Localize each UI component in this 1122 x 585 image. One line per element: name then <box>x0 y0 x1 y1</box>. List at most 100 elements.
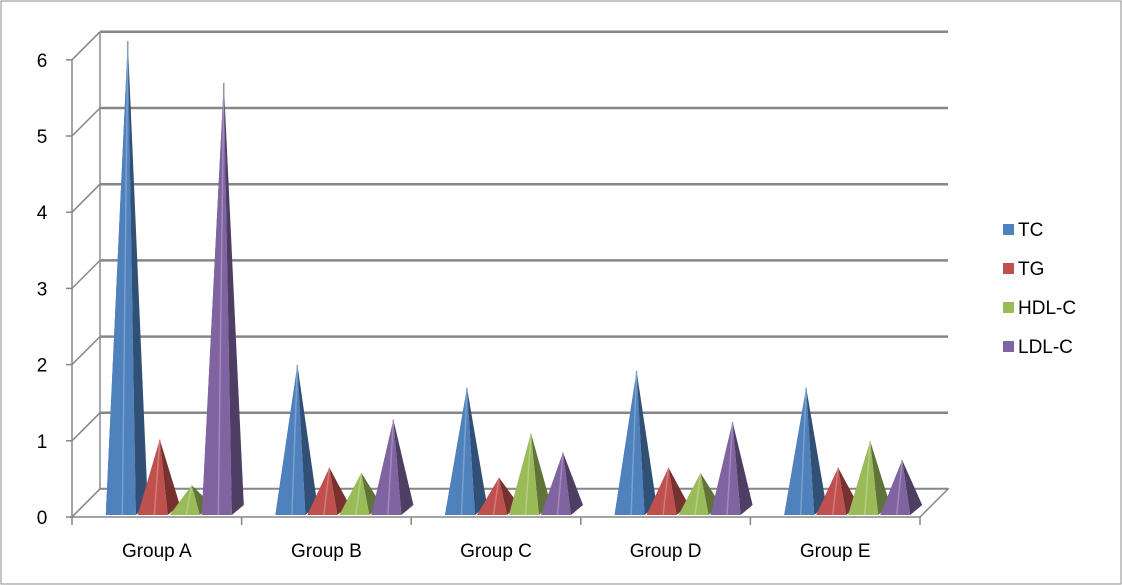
legend-label: TG <box>1018 259 1044 280</box>
gridline-side <box>71 107 101 137</box>
pyramid-right-face <box>806 387 827 515</box>
pyramid-front-face <box>816 467 847 515</box>
pyramid-ridge <box>556 452 564 516</box>
y-axis: 0 1 2 3 4 5 6 <box>37 51 73 529</box>
pyramid-right-face <box>732 421 753 515</box>
pyramid-ridge <box>121 40 129 516</box>
pyramid-front-face <box>169 485 200 515</box>
pyramid-bar <box>105 40 148 516</box>
legend-swatch <box>1003 224 1014 235</box>
pyramid-bar <box>784 387 827 516</box>
pyramid-ridge <box>630 370 638 516</box>
pyramid-bar <box>445 387 487 516</box>
pyramid-bar <box>307 467 350 516</box>
pyramid-front-face <box>137 439 168 515</box>
y-tick-label: 0 <box>37 508 48 529</box>
pyramid-bars <box>105 40 923 516</box>
pyramid-front-face <box>784 387 815 515</box>
pyramid-front-face <box>477 477 507 515</box>
pyramid-right-face <box>563 452 583 515</box>
pyramid-right-face <box>467 387 487 515</box>
y-tick-label: 5 <box>37 127 48 148</box>
pyramid-front-face <box>646 467 677 515</box>
legend-swatch <box>1003 263 1014 274</box>
y-tick-label: 4 <box>37 203 48 224</box>
pyramid-ridge <box>694 472 702 516</box>
x-tick-label: Group A <box>122 541 192 562</box>
pyramid-bar <box>646 467 689 516</box>
pyramid-right-face <box>329 467 350 515</box>
pyramid-front-face <box>201 82 232 516</box>
pyramid-front-face <box>307 467 338 515</box>
gridline-side <box>71 259 101 289</box>
pyramid-ridge <box>185 485 193 516</box>
pyramid-front-face <box>105 40 136 516</box>
pyramid-right-face <box>297 364 318 515</box>
pyramid-front-face <box>371 419 402 515</box>
pyramid-front-face <box>509 433 539 515</box>
y-tick-label: 6 <box>37 51 48 72</box>
pyramid-ridge <box>524 433 532 516</box>
legend-label: TC <box>1018 220 1043 241</box>
gridline-side <box>71 183 101 213</box>
pyramid-ridge <box>460 387 468 516</box>
pyramid-front-face <box>678 473 709 515</box>
pyramid-ridge <box>355 472 363 516</box>
gridline-side <box>71 31 101 61</box>
pyramid-right-face <box>159 439 180 515</box>
pyramid-front-face <box>614 370 645 515</box>
pyramid-bar <box>371 419 414 516</box>
legend-label: HDL-C <box>1018 298 1076 319</box>
pyramid-front-face <box>339 473 370 515</box>
pyramid-right-face <box>531 433 551 515</box>
pyramid-right-face <box>223 82 244 516</box>
pyramid-bar <box>541 452 583 516</box>
y-tick-label: 3 <box>37 279 48 300</box>
pyramid-ridge <box>323 467 331 516</box>
pyramid-bar <box>137 439 180 516</box>
pyramid-bar <box>848 440 891 516</box>
pyramid-ridge <box>153 439 161 516</box>
pyramid-ridge <box>217 82 225 516</box>
pyramid-front-face <box>710 421 741 515</box>
pyramid-front-face <box>848 441 879 515</box>
pyramid-ridge <box>831 467 839 516</box>
pyramid-front-face <box>880 460 911 515</box>
legend-swatch <box>1003 341 1014 352</box>
legend-label: LDL-C <box>1018 337 1073 358</box>
pyramid-right-face <box>902 460 923 515</box>
x-tick-label: Group D <box>630 541 702 562</box>
pyramid-right-face <box>636 370 657 515</box>
pyramid-bar <box>201 82 244 516</box>
x-tick-label: Group B <box>291 541 362 562</box>
pyramid-bar <box>678 472 721 516</box>
gridline-side <box>71 412 101 442</box>
gridline-side <box>71 336 101 366</box>
x-tick-label: Group C <box>460 541 532 562</box>
y-tick-label: 1 <box>37 432 48 453</box>
x-tick-label: Group E <box>800 541 871 562</box>
pyramid-front-face <box>275 364 306 515</box>
pyramid-bar <box>509 433 551 516</box>
pyramid-ridge <box>291 364 299 516</box>
pyramid-front-face <box>541 452 571 515</box>
pyramid-bar <box>614 370 657 516</box>
pyramid-right-face <box>393 419 414 515</box>
legend: TC TG HDL-C LDL-C <box>1003 220 1076 358</box>
pyramid-ridge <box>895 460 903 516</box>
pyramid-ridge <box>863 440 871 516</box>
pyramid-bar <box>275 364 318 516</box>
pyramid-bar <box>710 421 753 516</box>
pyramid-bar <box>880 460 923 516</box>
pyramid-ridge <box>662 467 670 516</box>
legend-swatch <box>1003 302 1014 313</box>
pyramid-ridge <box>799 387 807 516</box>
x-axis: Group A Group B Group C Group D Group E <box>71 517 921 562</box>
pyramid-ridge <box>387 419 395 516</box>
pyramid-right-face <box>668 467 689 515</box>
pyramid-ridge <box>726 421 734 516</box>
pyramid-ridge <box>492 477 500 516</box>
pyramid-front-face <box>445 387 475 515</box>
